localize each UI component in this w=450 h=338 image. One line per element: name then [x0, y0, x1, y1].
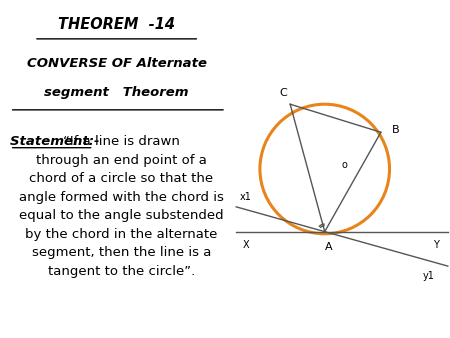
- Text: segment   Theorem: segment Theorem: [45, 86, 189, 99]
- Text: THEOREM  -14: THEOREM -14: [58, 17, 175, 32]
- Text: Statement:-: Statement:-: [10, 135, 104, 148]
- Text: C: C: [280, 88, 288, 98]
- Text: y1: y1: [423, 271, 435, 281]
- Text: A: A: [325, 242, 333, 252]
- Text: x1: x1: [239, 192, 251, 202]
- Text: “If a line is drawn
through an end point of a
chord of a circle so that the
angl: “If a line is drawn through an end point…: [19, 135, 224, 278]
- Text: X: X: [243, 240, 249, 250]
- Text: Y: Y: [433, 240, 439, 250]
- Text: o: o: [342, 160, 348, 170]
- Text: CONVERSE OF Alternate: CONVERSE OF Alternate: [27, 57, 207, 70]
- Text: B: B: [392, 125, 399, 135]
